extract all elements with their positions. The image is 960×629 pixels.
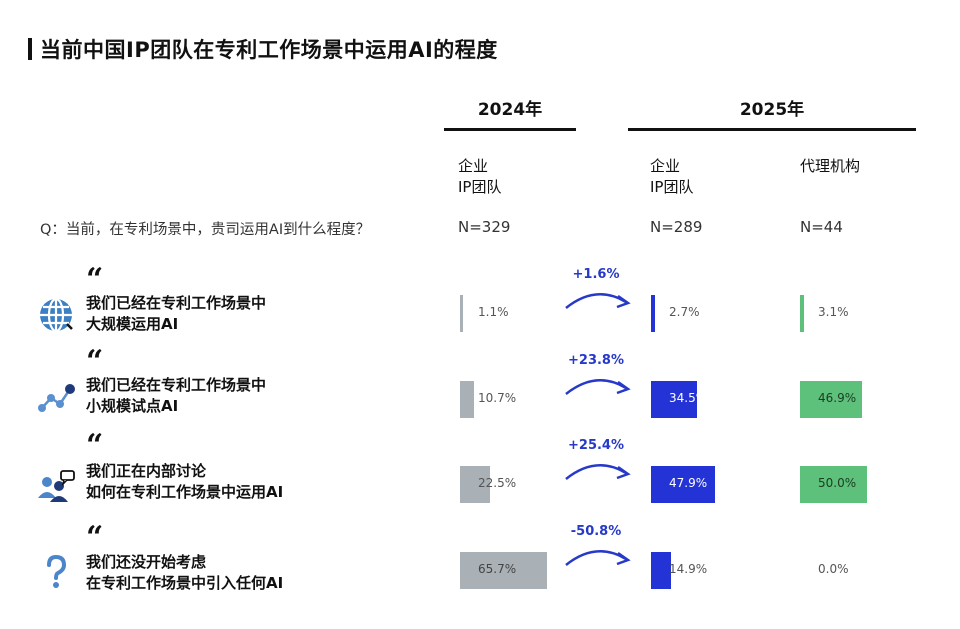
quote-mark-icon: “	[86, 344, 104, 379]
chart-title: 当前中国IP团队在专利工作场景中运用AI的程度	[40, 38, 498, 62]
change-label: +1.6%	[572, 267, 620, 282]
bar-series1-row1	[651, 380, 697, 418]
bar-value-label: 2.7%	[669, 305, 700, 319]
curved-arrow-icon	[565, 550, 631, 566]
bar-value-label: 1.1%	[478, 305, 509, 319]
quote-mark-icon: “	[86, 262, 104, 297]
column-header-2025-enterprise: 企业 IP团队	[650, 156, 693, 198]
bar-value-label: 0.0%	[818, 562, 849, 576]
quote-mark-icon: “	[86, 428, 104, 463]
row-label-line1: 我们已经在专利工作场景中	[86, 376, 267, 394]
row-label-line1: 我们正在内部讨论	[86, 462, 207, 480]
row-label-large-scale: 我们已经在专利工作场景中 大规模运用AI	[86, 293, 266, 335]
change-label: +23.8%	[568, 353, 624, 368]
row-label-line2: 在专利工作场景中引入任何AI	[86, 574, 284, 592]
column-header-line1: 企业	[458, 157, 489, 175]
column-header-line2: IP团队	[458, 178, 502, 196]
row-label-line2: 大规模运用AI	[86, 315, 179, 333]
column-header-line1: 企业	[650, 157, 681, 175]
row-label-line2: 小规模试点AI	[86, 397, 179, 415]
title-accent-bar	[28, 38, 32, 60]
year-2025-rule	[628, 128, 916, 131]
change-label: -50.8%	[570, 524, 622, 539]
bar-series0-row2	[460, 465, 490, 503]
bar-series1-row3	[651, 551, 671, 589]
sample-size-2024-enterprise: N=329	[458, 218, 511, 236]
bar-series1-row2	[651, 465, 715, 503]
row-label-not-considering: 我们还没开始考虑 在专利工作场景中引入任何AI	[86, 552, 283, 594]
sample-size-2025-agency: N=44	[800, 218, 843, 236]
bar-series2-row2	[800, 465, 867, 503]
year-2025-label: 2025年	[739, 100, 805, 120]
bar-value-label: 22.5%	[478, 476, 517, 490]
year-2024-rule	[444, 128, 576, 131]
column-header-line2: IP团队	[650, 178, 694, 196]
bar-series0-row0	[460, 294, 463, 332]
chart-title-wrap: 当前中国IP团队在专利工作场景中运用AI的程度	[28, 34, 498, 64]
discussion-people-icon	[36, 466, 76, 506]
bar-value-label: 46.9%	[818, 391, 857, 405]
bar-series2-row1	[800, 380, 863, 418]
bar-value-label: 65.7%	[478, 562, 517, 576]
row-label-line2: 如何在专利工作场景中运用AI	[86, 483, 284, 501]
curved-arrow-icon	[565, 293, 631, 309]
bar-value-label: 47.9%	[669, 476, 708, 490]
row-label-small-pilot: 我们已经在专利工作场景中 小规模试点AI	[86, 375, 266, 417]
question-mark-icon	[36, 552, 76, 592]
curved-arrow-icon	[565, 464, 631, 480]
network-nodes-icon	[36, 378, 76, 418]
row-label-line1: 我们已经在专利工作场景中	[86, 294, 267, 312]
bar-value-label: 14.9%	[669, 562, 708, 576]
curved-arrow-icon	[565, 379, 631, 395]
column-header-line1: 代理机构	[800, 157, 861, 175]
globe-icon	[36, 295, 76, 335]
column-header-2024-enterprise: 企业 IP团队	[458, 156, 501, 198]
bar-series2-row0	[800, 294, 805, 332]
bar-value-label: 34.5%	[669, 391, 708, 405]
bar-value-label: 50.0%	[818, 476, 857, 490]
column-header-2025-agency: 代理机构	[800, 156, 860, 177]
bar-value-label: 3.1%	[818, 305, 849, 319]
row-label-discussing: 我们正在内部讨论 如何在专利工作场景中运用AI	[86, 461, 283, 503]
survey-question: Q：当前，在专利场景中，贵司运用AI到什么程度？	[40, 222, 371, 238]
change-label: +25.4%	[568, 438, 624, 453]
bar-series1-row0	[651, 294, 655, 332]
bar-value-label: 10.7%	[478, 391, 517, 405]
bar-series0-row1	[460, 380, 475, 418]
year-2024-label: 2024年	[477, 100, 543, 120]
quote-mark-icon: “	[86, 520, 104, 555]
sample-size-2025-enterprise: N=289	[650, 218, 703, 236]
bar-series0-row3	[460, 551, 548, 589]
row-label-line1: 我们还没开始考虑	[86, 553, 207, 571]
